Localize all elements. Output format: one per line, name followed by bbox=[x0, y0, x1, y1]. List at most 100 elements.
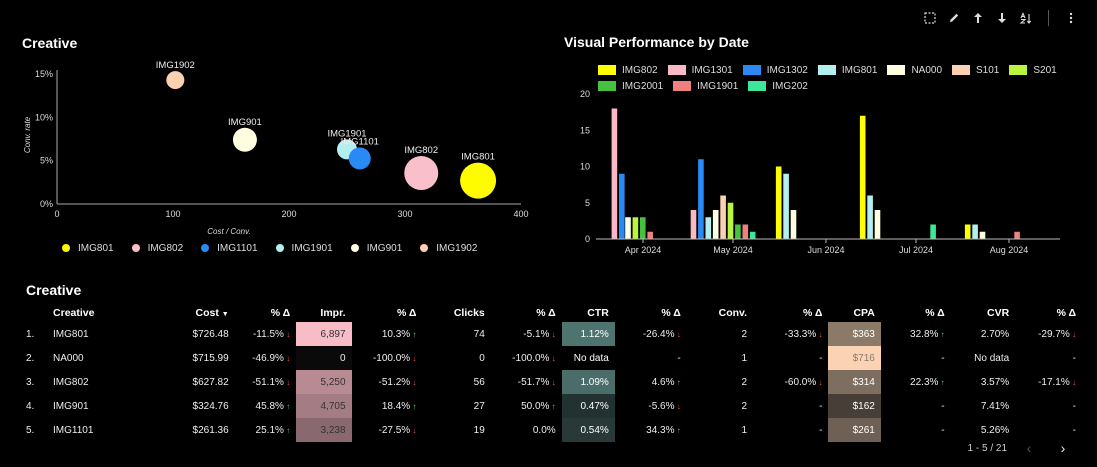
scatter-legend-item[interactable]: IMG1901 bbox=[275, 240, 333, 256]
scatter-point-img901[interactable] bbox=[232, 127, 257, 152]
bar-img2001[interactable] bbox=[735, 224, 741, 240]
bar-img1901[interactable] bbox=[1014, 231, 1020, 239]
bar-y-tick-label: 0 bbox=[585, 234, 590, 244]
bar-na000[interactable] bbox=[874, 210, 881, 239]
scatter-point-label: IMG802 bbox=[404, 145, 438, 156]
bar-img2001[interactable] bbox=[640, 217, 646, 239]
bar-legend-item[interactable]: IMG802 bbox=[598, 62, 658, 78]
bar-na000[interactable] bbox=[712, 210, 719, 239]
scatter-point-img801[interactable] bbox=[460, 162, 497, 199]
pencil-icon[interactable] bbox=[942, 8, 966, 28]
bar-s101[interactable] bbox=[720, 195, 726, 240]
col-conv-delta-header[interactable]: % Δ bbox=[803, 307, 823, 319]
cpa-cell: $363 bbox=[828, 322, 881, 346]
col-impr-header[interactable]: Impr. bbox=[320, 307, 346, 319]
bar-img1302[interactable] bbox=[698, 159, 704, 239]
scatter-legend-item[interactable]: IMG802 bbox=[131, 240, 184, 256]
col-ctr-delta-header[interactable]: % Δ bbox=[661, 307, 681, 319]
legend-label: S101 bbox=[976, 64, 1000, 76]
bar-legend-item[interactable]: IMG2001 bbox=[598, 78, 663, 94]
col-cost-delta-header[interactable]: % Δ bbox=[270, 307, 291, 319]
bar-img801[interactable] bbox=[972, 224, 978, 240]
more-icon[interactable] bbox=[1059, 8, 1083, 28]
legend-label: IMG802 bbox=[147, 242, 184, 254]
bar-s201[interactable] bbox=[727, 202, 734, 239]
bar-na000[interactable] bbox=[979, 231, 986, 239]
bar-legend-item[interactable]: IMG1302 bbox=[742, 62, 808, 78]
bar-legend-item[interactable]: S201 bbox=[1009, 62, 1057, 78]
select-icon[interactable] bbox=[918, 8, 942, 28]
bar-img202[interactable] bbox=[930, 224, 936, 240]
bar-legend-item[interactable]: IMG1301 bbox=[667, 62, 733, 78]
bar-na000[interactable] bbox=[625, 217, 631, 239]
col-index-header bbox=[20, 304, 47, 322]
cvr-delta-cell: - bbox=[1072, 424, 1076, 436]
impr-delta-cell: -51.2% ↓ bbox=[378, 376, 417, 388]
scatter-chart: 0% 5% 10% 15% 0 100 200 300 400 Cost / Conv. Conv.… bbox=[23, 60, 529, 236]
arrow-down-icon[interactable] bbox=[990, 8, 1014, 28]
bar-s201[interactable] bbox=[632, 217, 639, 239]
bar-img202[interactable] bbox=[749, 231, 756, 239]
table-row[interactable]: 5. IMG1101 $261.36 25.1% ↑ 3,238 -27.5% ↓ 19 0.… bbox=[20, 418, 1082, 442]
bar-img1901[interactable] bbox=[742, 224, 749, 240]
bar-img1901[interactable] bbox=[647, 231, 653, 239]
bar-legend-item[interactable]: S101 bbox=[952, 62, 999, 78]
clicks-cell: 0 bbox=[479, 352, 485, 364]
scatter-legend-item[interactable]: IMG801 bbox=[62, 240, 114, 256]
page-range: 1 - 5 / 21 bbox=[967, 442, 1007, 454]
impr-delta-cell: 18.4% ↑ bbox=[381, 400, 417, 412]
bar-img1302[interactable] bbox=[619, 173, 625, 239]
bar-na000[interactable] bbox=[790, 210, 797, 239]
table-row[interactable]: 1. IMG801 $726.48 -11.5% ↓ 6,897 10.3% ↑ 74 -5.… bbox=[20, 322, 1082, 346]
creative-cell: IMG802 bbox=[53, 376, 89, 388]
table-row[interactable]: 3. IMG802 $627.82 -51.1% ↓ 5,250 -51.2% ↓ 56 -5… bbox=[20, 370, 1082, 394]
col-conv-header[interactable]: Conv. bbox=[718, 307, 748, 319]
col-impr-delta-header[interactable]: % Δ bbox=[396, 307, 417, 319]
col-ctr-header[interactable]: CTR bbox=[587, 307, 609, 319]
scatter-legend: IMG801 IMG802 IMG1101 IMG1901 IMG901 IMG1902 bbox=[62, 240, 495, 256]
bar-img802[interactable] bbox=[859, 115, 866, 239]
bar-img802[interactable] bbox=[964, 224, 971, 240]
bar-img1301[interactable] bbox=[690, 210, 697, 239]
ctr-cell: 0.54% bbox=[561, 418, 615, 442]
bar-img1301[interactable] bbox=[611, 108, 618, 240]
next-page-icon[interactable]: › bbox=[1060, 440, 1066, 456]
scatter-point-img1902[interactable] bbox=[166, 71, 185, 90]
col-cpa-delta-header[interactable]: % Δ bbox=[925, 307, 945, 319]
prev-page-icon[interactable]: ‹ bbox=[1026, 440, 1032, 456]
bar-legend-item[interactable]: IMG801 bbox=[817, 62, 877, 78]
scatter-point-img802[interactable] bbox=[404, 156, 439, 191]
bar-img801[interactable] bbox=[705, 217, 712, 239]
scatter-legend-item[interactable]: IMG1101 bbox=[201, 240, 258, 256]
bar-img801[interactable] bbox=[783, 173, 789, 239]
cost-cell: $715.99 bbox=[192, 352, 229, 364]
col-cpa-header[interactable]: CPA bbox=[853, 307, 875, 319]
col-clicks-header[interactable]: Clicks bbox=[453, 307, 485, 319]
table-row[interactable]: 4. IMG901 $324.76 45.8% ↑ 4,705 18.4% ↑ 27 50.0… bbox=[20, 394, 1082, 418]
row-index: 3. bbox=[26, 376, 35, 388]
sort-az-icon[interactable] bbox=[1014, 8, 1038, 28]
col-cvr-header[interactable]: CVR bbox=[987, 307, 1010, 319]
table-row[interactable]: 2. NA000 $715.99 -46.9% ↓ 0 -100.0% ↓ 0 -100.0%… bbox=[20, 346, 1082, 370]
legend-swatch bbox=[817, 65, 836, 75]
impr-cell: 3,238 bbox=[296, 418, 352, 442]
bar-legend-item[interactable]: IMG202 bbox=[748, 78, 808, 94]
col-cost-header[interactable]: Cost ▼ bbox=[169, 304, 235, 322]
col-creative-header[interactable]: Creative bbox=[53, 307, 95, 319]
scatter-x-tick-label: 400 bbox=[513, 209, 528, 219]
col-clicks-delta-header[interactable]: % Δ bbox=[536, 307, 556, 319]
arrow-up-icon: ↑ bbox=[283, 425, 291, 435]
col-cvr-delta-header[interactable]: % Δ bbox=[1056, 307, 1076, 319]
scatter-legend-item[interactable]: IMG1902 bbox=[420, 240, 477, 256]
bar-img802[interactable] bbox=[775, 166, 782, 240]
cost-cell: $261.36 bbox=[192, 424, 229, 436]
bar-img801[interactable] bbox=[867, 195, 873, 240]
bar-legend-item[interactable]: NA000 bbox=[887, 62, 942, 78]
cpa-delta-cell: 22.3% ↑ bbox=[910, 376, 945, 388]
arrow-down-icon: ↓ bbox=[410, 353, 417, 363]
arrow-up-icon[interactable] bbox=[966, 8, 990, 28]
scatter-point-img1101[interactable] bbox=[348, 147, 371, 170]
scatter-legend-item[interactable]: IMG901 bbox=[350, 240, 402, 256]
bar-legend-item[interactable]: IMG1901 bbox=[673, 78, 738, 94]
cost-delta-cell: 45.8% ↑ bbox=[255, 400, 291, 412]
